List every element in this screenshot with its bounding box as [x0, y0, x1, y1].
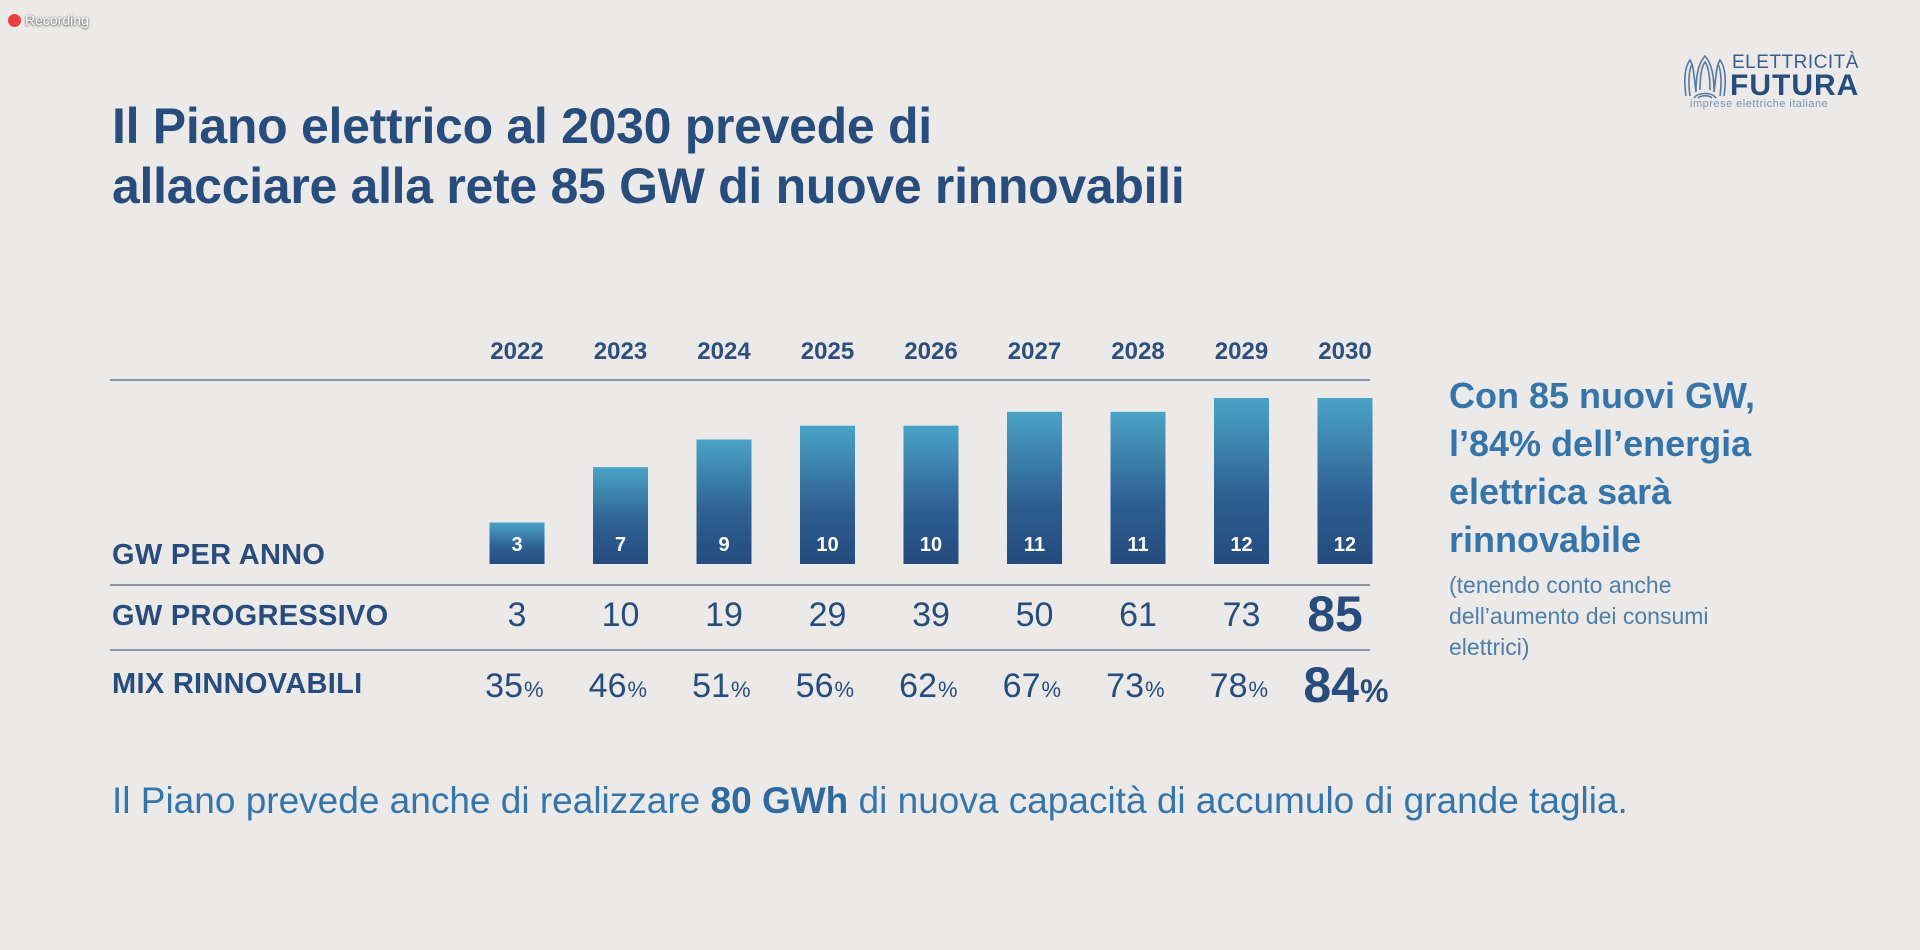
bar-value-label: 9 [718, 534, 729, 556]
cumulative-value: 29 [809, 596, 847, 634]
cumulative-value: 10 [602, 596, 640, 634]
elettricita-futura-logo: ELETTRICITÀ FUTURA imprese elettriche it… [1682, 50, 1860, 114]
logo-text-top: ELETTRICITÀ [1732, 52, 1859, 73]
cumulative-value: 39 [912, 596, 950, 634]
mix-value: 56 [796, 667, 834, 705]
mix-percent-sign: % [1145, 677, 1165, 702]
bar [1007, 411, 1062, 564]
logo-text-main: FUTURA [1730, 69, 1860, 102]
slide-title: Il Piano elettrico al 2030 prevede di al… [112, 96, 1185, 216]
storage-note-before: Il Piano prevede anche di realizzare [112, 780, 711, 821]
mix-percent-sign: % [938, 677, 958, 702]
row-divider-2 [110, 649, 1370, 651]
title-line-1: Il Piano elettrico al 2030 prevede di [112, 98, 932, 154]
cumulative-value: 61 [1119, 596, 1157, 634]
year-label: 2027 [1008, 338, 1061, 365]
mix-value: 62 [899, 667, 937, 705]
bar [1317, 398, 1373, 564]
side-footnote-line: dell’aumento dei consumi [1449, 603, 1709, 629]
building-arches-icon [1684, 54, 1726, 99]
mix-percent-sign: % [731, 677, 751, 702]
bar [800, 425, 855, 564]
side-footnote-line: (tenendo conto anche [1449, 572, 1672, 598]
mix-value: 51 [692, 667, 730, 705]
side-headline-line: elettrica sarà [1449, 471, 1672, 512]
bar-value-label: 3 [511, 534, 522, 556]
bar [1110, 411, 1166, 564]
year-label: 2025 [801, 338, 854, 365]
recording-label: Recording [25, 12, 89, 28]
bar-value-label: 12 [1230, 534, 1252, 556]
title-line-2: allacciare alla rete 85 GW di nuove rinn… [112, 158, 1185, 214]
mix-value: 73 [1106, 667, 1144, 705]
record-dot-icon [8, 13, 21, 27]
side-footnote-line: elettrici) [1449, 634, 1530, 660]
mix-percent-sign: % [628, 677, 648, 702]
logo-tagline: imprese elettriche italiane [1690, 98, 1829, 110]
bar [489, 522, 545, 564]
bar [903, 425, 959, 564]
year-label: 2028 [1111, 338, 1164, 365]
side-footnote: (tenendo conto anche dell’aumento dei co… [1449, 570, 1849, 663]
year-label: 2030 [1318, 338, 1371, 365]
row-divider-1 [110, 584, 1370, 586]
recording-indicator: Recording [8, 12, 89, 28]
bar-value-label: 10 [920, 534, 942, 556]
mix-value: 46 [589, 667, 627, 705]
row-label-mix-rinnovabili: MIX RINNOVABILI [112, 668, 363, 700]
side-headline-line: l’84% dell’energia [1449, 423, 1752, 464]
side-headline-line: rinnovabile [1449, 519, 1642, 560]
mix-value: 84 [1303, 657, 1359, 713]
year-label: 2022 [490, 338, 543, 365]
bar [696, 439, 752, 564]
mix-value: 78 [1210, 667, 1248, 705]
bar-value-label: 7 [615, 534, 626, 556]
side-note-block: Con 85 nuovi GW, l’84% dell’energia elet… [1449, 372, 1849, 663]
storage-note: Il Piano prevede anche di realizzare 80 … [112, 780, 1628, 822]
year-label: 2024 [697, 338, 751, 365]
mix-percent-sign: % [1360, 673, 1388, 709]
cumulative-value: 73 [1223, 596, 1261, 634]
header-divider [110, 379, 1370, 381]
mix-percent-sign: % [524, 677, 544, 702]
cumulative-value: 50 [1016, 596, 1054, 634]
mix-value: 67 [1003, 667, 1041, 705]
bar-value-label: 10 [816, 534, 838, 556]
bar [593, 467, 648, 564]
cumulative-value: 85 [1307, 586, 1363, 642]
bar-value-label: 12 [1334, 534, 1356, 556]
year-label: 2029 [1215, 338, 1268, 365]
bar-value-label: 11 [1024, 534, 1045, 556]
cumulative-value: 3 [508, 596, 527, 634]
mix-percent-sign: % [1042, 677, 1062, 702]
storage-note-highlight: 80 GWh [710, 780, 849, 821]
mix-percent-sign: % [1249, 677, 1269, 702]
side-headline: Con 85 nuovi GW, l’84% dell’energia elet… [1449, 372, 1849, 564]
side-headline-line: Con 85 nuovi GW, [1449, 375, 1756, 416]
year-label: 2023 [594, 338, 647, 365]
cumulative-value: 19 [705, 596, 743, 634]
mix-value: 35 [485, 667, 523, 705]
bar [1214, 398, 1269, 564]
row-label-gw-progressivo: GW PROGRESSIVO [112, 600, 389, 632]
storage-note-after: di nuova capacità di accumulo di grande … [848, 780, 1628, 821]
bar-value-label: 11 [1127, 534, 1148, 556]
mix-percent-sign: % [835, 677, 855, 702]
row-label-gw-per-anno: GW PER ANNO [112, 539, 326, 571]
year-label: 2026 [904, 338, 957, 365]
